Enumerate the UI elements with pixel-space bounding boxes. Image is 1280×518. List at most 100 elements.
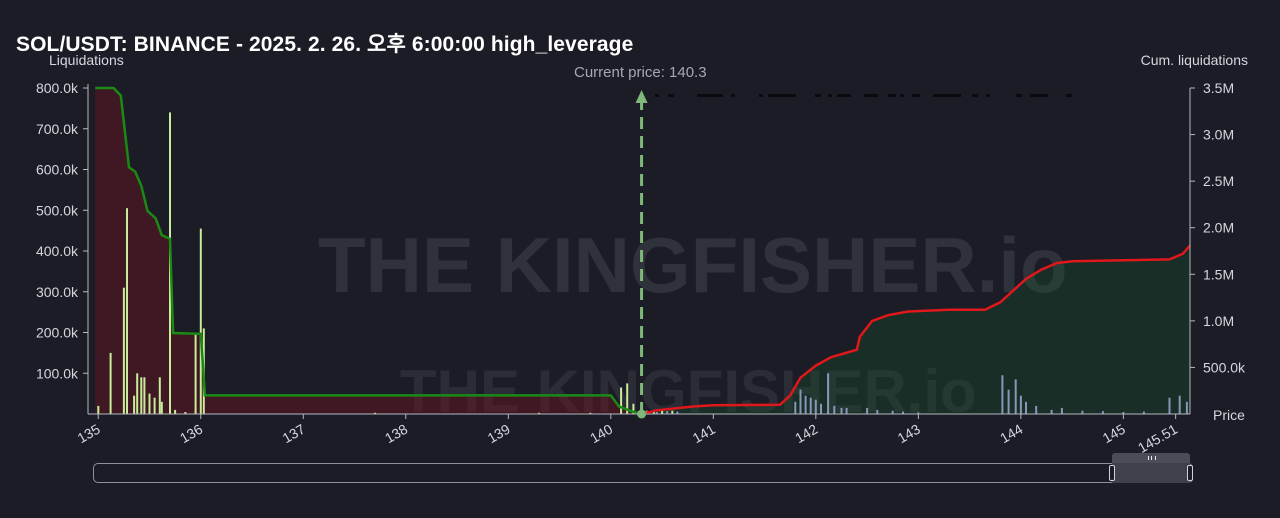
short-liquidation-bar [833, 405, 836, 414]
y2-tick-label: 3.5M [1203, 80, 1234, 96]
current-price-label: Current price: 140.3 [574, 64, 707, 81]
short-liquidation-bar [1001, 375, 1004, 414]
top-dash-mark [912, 94, 920, 97]
long-liquidation-bar [97, 405, 100, 414]
short-liquidation-bar [1019, 395, 1022, 414]
short-liquidation-bar [1142, 411, 1145, 414]
top-dash-mark [815, 94, 821, 97]
short-liquidation-bar [866, 407, 869, 414]
long-liquidation-bar [143, 377, 146, 414]
long-cumulative-line [95, 86, 642, 416]
chart-title: SOL/USDT: BINANCE - 2025. 2. 26. 오후 6:00… [16, 33, 634, 56]
zoom-window[interactable] [1112, 463, 1190, 483]
y-tick-label: 400.0k [36, 243, 79, 259]
y2-axis-label: Cum. liquidations [1140, 52, 1248, 68]
x-tick-label: 144 [997, 421, 1025, 447]
long-liquidation-bar [160, 401, 163, 414]
short-cumulative-area [641, 245, 1190, 414]
short-cumulative-line [641, 244, 1191, 416]
long-liquidation-bar [632, 403, 635, 414]
long-liquidation-bar [140, 377, 143, 414]
zoom-right-handle[interactable] [1187, 465, 1193, 481]
top-dash-mark [668, 94, 674, 97]
short-liquidation-bar [827, 373, 830, 415]
long-liquidation-bar [174, 409, 177, 414]
top-dash-mark [697, 94, 723, 97]
y-tick-label: 300.0k [36, 284, 79, 300]
long-liquidation-bar [126, 208, 128, 414]
top-dash-mark [731, 94, 735, 97]
y2-tick-label: 2.0M [1203, 220, 1234, 236]
top-dash-mark [837, 94, 851, 97]
short-liquidation-bar [1122, 412, 1125, 414]
short-liquidation-bar [891, 410, 894, 414]
x-tick-label: 145 [1100, 421, 1128, 447]
short-liquidation-bar [666, 411, 669, 414]
current-price-dot [637, 409, 647, 419]
top-dash-mark [900, 94, 904, 97]
top-dash-mark [655, 94, 659, 97]
short-liquidation-bar [655, 412, 658, 414]
y-tick-label: 200.0k [36, 325, 79, 341]
top-dash-mark [972, 94, 978, 97]
watermark-text-1: THE KINGFISHER.io [318, 221, 1068, 309]
short-liquidation-bar [1060, 407, 1063, 414]
short-liquidation-bar [876, 409, 879, 414]
long-liquidation-bar [194, 332, 197, 414]
zoom-grip-handle[interactable] [1112, 453, 1190, 463]
x-tick-label: 145.51 [1135, 421, 1180, 456]
long-liquidation-bar [136, 373, 139, 415]
short-liquidation-bar [1035, 405, 1038, 414]
current-price-arrow [635, 90, 648, 103]
long-liquidation-bar [626, 383, 629, 414]
short-liquidation-bar [917, 412, 920, 414]
y2-tick-label: 3.0M [1203, 127, 1234, 143]
short-liquidation-bar [794, 401, 797, 414]
y2-tick-label: 1.0M [1203, 313, 1234, 329]
zoom-scrollbar[interactable] [93, 463, 1193, 483]
short-liquidation-bar [1081, 410, 1084, 414]
x-tick-label: 136 [177, 421, 205, 447]
y2-tick-label: 2.5M [1203, 173, 1234, 189]
short-liquidation-bar [1007, 389, 1010, 414]
area-fills [95, 88, 1190, 414]
long-liquidation-bar [153, 397, 156, 414]
top-dash-mark [864, 94, 878, 97]
short-liquidation-bar [1050, 409, 1053, 414]
top-dash-mark [986, 94, 990, 97]
short-liquidation-bar [840, 407, 843, 414]
y-tick-label: 700.0k [36, 121, 79, 137]
y-axis-label: Liquidations [49, 52, 124, 68]
short-liquidation-bar [820, 403, 822, 414]
short-liquidation-bar [1101, 411, 1104, 414]
top-dash-mark [1016, 94, 1022, 97]
price-overlay [635, 90, 1072, 419]
short-liquidation-bar [902, 411, 904, 414]
top-dash-mark [1030, 94, 1048, 97]
short-liquidation-bar [799, 389, 802, 414]
y-tick-label: 800.0k [36, 80, 79, 96]
y-tick-label: 100.0k [36, 365, 79, 381]
y-tick-label: 500.0k [36, 202, 79, 218]
long-cumulative-area [95, 88, 642, 414]
cumulative-lines [95, 86, 1191, 416]
short-liquidation-bar [1025, 401, 1027, 414]
short-liquidation-bar [845, 407, 848, 414]
top-dash-mark [1066, 94, 1072, 97]
x-tick-label: 137 [280, 421, 308, 447]
short-liquidation-bar [1168, 397, 1171, 414]
top-dash-mark [888, 94, 896, 97]
zoom-left-handle[interactable] [1109, 465, 1115, 481]
long-liquidation-bar [122, 287, 125, 414]
long-liquidation-bar [109, 352, 112, 414]
long-liquidation-bar [671, 410, 674, 414]
long-liquidation-bar [589, 412, 592, 414]
long-liquidation-bar [184, 412, 187, 414]
top-dash-mark [759, 94, 763, 97]
long-liquidation-bar [374, 412, 376, 414]
long-liquidation-bar [620, 387, 623, 414]
short-liquidation-bar [809, 397, 812, 414]
y2-tick-label: 500.0k [1203, 359, 1246, 375]
top-dash-mark [768, 94, 796, 97]
top-dash-mark [828, 94, 832, 97]
